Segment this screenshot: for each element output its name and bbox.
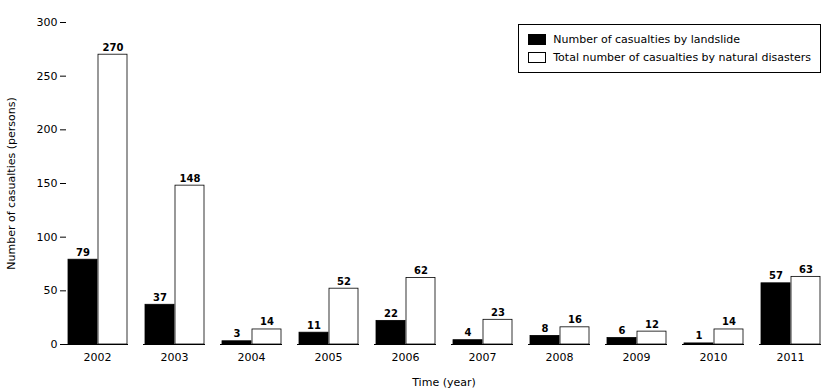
svg-text:57: 57 [769, 270, 783, 281]
svg-text:2007: 2007 [469, 351, 497, 364]
svg-text:2003: 2003 [161, 351, 189, 364]
svg-text:8: 8 [542, 323, 549, 334]
svg-text:1: 1 [696, 330, 703, 341]
svg-text:11: 11 [307, 320, 321, 331]
svg-text:2002: 2002 [84, 351, 112, 364]
svg-text:14: 14 [722, 316, 736, 327]
svg-text:Number of casualties (persons): Number of casualties (persons) [5, 97, 18, 269]
svg-text:0: 0 [51, 338, 58, 351]
svg-text:150: 150 [37, 177, 58, 190]
svg-text:23: 23 [491, 307, 505, 318]
svg-text:16: 16 [568, 314, 582, 325]
svg-text:270: 270 [103, 42, 124, 53]
svg-text:14: 14 [260, 316, 274, 327]
svg-text:4: 4 [465, 327, 472, 338]
html-text:Number of casualties by landsl: Number of casualties by landslide [553, 33, 740, 46]
svg-text:22: 22 [384, 308, 398, 319]
svg-text:62: 62 [414, 265, 428, 276]
svg-text:200: 200 [37, 123, 58, 136]
svg-text:2010: 2010 [700, 351, 728, 364]
svg-text:2009: 2009 [623, 351, 651, 364]
svg-text:3: 3 [234, 328, 241, 339]
svg-text:2005: 2005 [315, 351, 343, 364]
svg-text:Time (year): Time (year) [411, 376, 476, 388]
svg-text:52: 52 [337, 276, 351, 287]
html-text:Total number of casualties by: Total number of casualties by natural di… [553, 50, 811, 64]
svg-text:50: 50 [44, 284, 58, 297]
svg-text:2006: 2006 [392, 351, 420, 364]
svg-text:2008: 2008 [546, 351, 574, 364]
svg-text:37: 37 [153, 292, 167, 303]
svg-text:2011: 2011 [777, 351, 805, 364]
svg-text:79: 79 [76, 247, 90, 258]
svg-text:300: 300 [37, 16, 58, 29]
svg-text:63: 63 [799, 264, 813, 275]
svg-text:100: 100 [37, 231, 58, 244]
svg-text:12: 12 [645, 319, 659, 330]
svg-text:148: 148 [180, 173, 201, 184]
svg-text:6: 6 [619, 325, 626, 336]
svg-text:250: 250 [37, 70, 58, 83]
svg-text:2004: 2004 [238, 351, 266, 364]
